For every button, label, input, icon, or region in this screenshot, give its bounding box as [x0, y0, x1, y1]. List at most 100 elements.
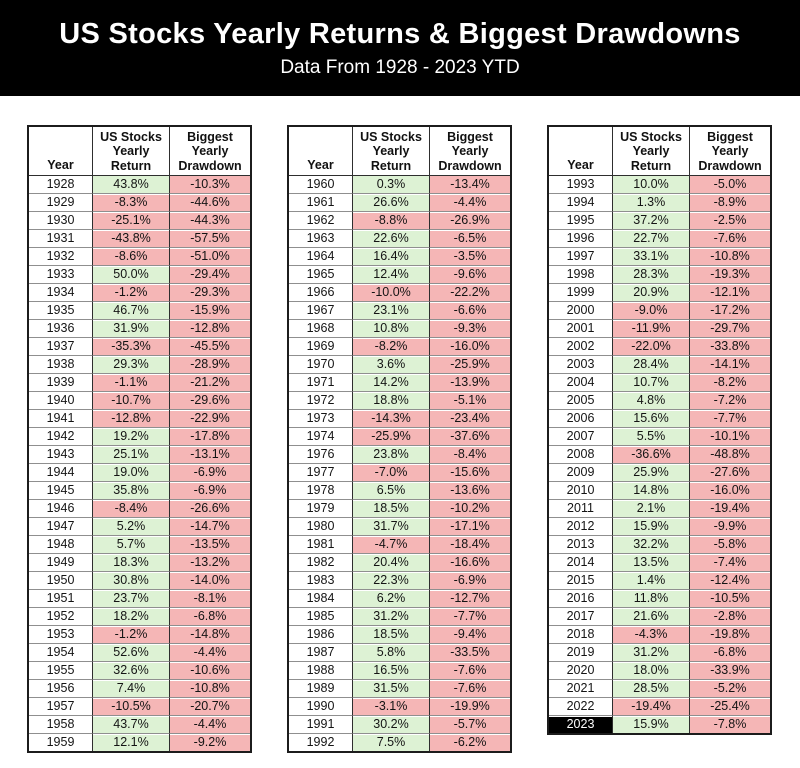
table-row: 1999 20.9% -12.1% [549, 282, 770, 301]
return-cell: 26.6% [353, 192, 430, 211]
year-cell: 2002 [549, 336, 613, 355]
drawdown-cell: -13.5% [170, 534, 250, 553]
drawdown-cell: -10.6% [170, 660, 250, 679]
return-cell: -3.1% [353, 696, 430, 715]
return-cell: 33.1% [613, 246, 690, 265]
return-cell: 3.6% [353, 354, 430, 373]
year-cell: 1932 [29, 246, 93, 265]
page-subtitle: Data From 1928 - 2023 YTD [280, 57, 520, 79]
return-cell: 32.6% [93, 660, 170, 679]
table-row: 1988 16.5% -7.6% [289, 660, 510, 679]
return-cell: 5.2% [93, 516, 170, 535]
return-cell: -11.9% [613, 318, 690, 337]
drawdown-cell: -29.4% [170, 264, 250, 283]
drawdown-cell: -14.7% [170, 516, 250, 535]
year-cell: 2005 [549, 390, 613, 409]
table-row: 1989 31.5% -7.6% [289, 678, 510, 697]
year-cell: 1980 [289, 516, 353, 535]
table-row: 1969 -8.2% -16.0% [289, 336, 510, 355]
table-row: 1967 23.1% -6.6% [289, 300, 510, 319]
drawdown-cell: -10.8% [690, 246, 770, 265]
return-cell: 12.1% [93, 732, 170, 751]
year-cell: 2003 [549, 354, 613, 373]
table-row: 2003 28.4% -14.1% [549, 354, 770, 373]
return-cell: 28.3% [613, 264, 690, 283]
year-cell: 2000 [549, 300, 613, 319]
table-row: 1929 -8.3% -44.6% [29, 192, 250, 211]
return-cell: 15.9% [613, 714, 690, 733]
drawdown-cell: -7.7% [690, 408, 770, 427]
year-cell: 1934 [29, 282, 93, 301]
year-cell: 2021 [549, 678, 613, 697]
year-cell: 2015 [549, 570, 613, 589]
table-row: 2019 31.2% -6.8% [549, 642, 770, 661]
year-cell: 1967 [289, 300, 353, 319]
table-row: 1951 23.7% -8.1% [29, 588, 250, 607]
drawdown-cell: -7.7% [430, 606, 510, 625]
drawdown-cell: -6.9% [170, 462, 250, 481]
return-cell: 7.4% [93, 678, 170, 697]
drawdown-cell: -17.2% [690, 300, 770, 319]
drawdown-cell: -6.9% [170, 480, 250, 499]
drawdown-column-header: Biggest Yearly Drawdown [170, 127, 250, 176]
year-cell: 1994 [549, 192, 613, 211]
drawdown-cell: -8.1% [170, 588, 250, 607]
year-cell: 1953 [29, 624, 93, 643]
table-row: 1978 6.5% -13.6% [289, 480, 510, 499]
year-cell: 2010 [549, 480, 613, 499]
drawdown-cell: -12.8% [170, 318, 250, 337]
drawdown-cell: -5.8% [690, 534, 770, 553]
year-cell: 1965 [289, 264, 353, 283]
table-row: 1946 -8.4% -26.6% [29, 498, 250, 517]
table-row: 1932 -8.6% -51.0% [29, 246, 250, 265]
return-cell: -36.6% [613, 444, 690, 463]
drawdown-cell: -22.9% [170, 408, 250, 427]
year-column-header: Year [549, 127, 613, 176]
drawdown-cell: -33.8% [690, 336, 770, 355]
drawdown-cell: -2.5% [690, 210, 770, 229]
drawdown-cell: -7.2% [690, 390, 770, 409]
year-cell: 1993 [549, 175, 613, 193]
table-row: 1993 10.0% -5.0% [549, 175, 770, 193]
year-cell: 1935 [29, 300, 93, 319]
table-row: 1942 19.2% -17.8% [29, 426, 250, 445]
return-cell: 31.2% [613, 642, 690, 661]
return-cell: -10.7% [93, 390, 170, 409]
drawdown-cell: -9.6% [430, 264, 510, 283]
year-cell: 1930 [29, 210, 93, 229]
return-cell: 30.8% [93, 570, 170, 589]
return-cell: -14.3% [353, 408, 430, 427]
table-row: 1937 -35.3% -45.5% [29, 336, 250, 355]
return-cell: -19.4% [613, 696, 690, 715]
table-row: 1930 -25.1% -44.3% [29, 210, 250, 229]
drawdown-cell: -7.8% [690, 714, 770, 733]
drawdown-cell: -18.4% [430, 534, 510, 553]
year-cell: 1998 [549, 264, 613, 283]
year-cell: 2017 [549, 606, 613, 625]
return-cell: -25.1% [93, 210, 170, 229]
year-cell: 1955 [29, 660, 93, 679]
return-cell: 5.8% [353, 642, 430, 661]
return-cell: 25.1% [93, 444, 170, 463]
year-cell: 1944 [29, 462, 93, 481]
drawdown-cell: -44.6% [170, 192, 250, 211]
drawdown-cell: -9.2% [170, 732, 250, 751]
return-cell: -35.3% [93, 336, 170, 355]
return-cell: 23.1% [353, 300, 430, 319]
table-row: 2008 -36.6% -48.8% [549, 444, 770, 463]
table-row: 1962 -8.8% -26.9% [289, 210, 510, 229]
drawdown-cell: -10.2% [430, 498, 510, 517]
year-cell: 2007 [549, 426, 613, 445]
table-row: 1965 12.4% -9.6% [289, 264, 510, 283]
table-row: 1959 12.1% -9.2% [29, 732, 250, 751]
year-cell: 1950 [29, 570, 93, 589]
table-row: 2002 -22.0% -33.8% [549, 336, 770, 355]
tables-row: Year US Stocks Yearly Return Biggest Yearl… [0, 96, 800, 753]
return-cell: 18.2% [93, 606, 170, 625]
table-row: 1955 32.6% -10.6% [29, 660, 250, 679]
return-cell: 19.2% [93, 426, 170, 445]
drawdown-cell: -12.1% [690, 282, 770, 301]
return-cell: -8.6% [93, 246, 170, 265]
table-row: 1957 -10.5% -20.7% [29, 696, 250, 715]
table-row: 1933 50.0% -29.4% [29, 264, 250, 283]
